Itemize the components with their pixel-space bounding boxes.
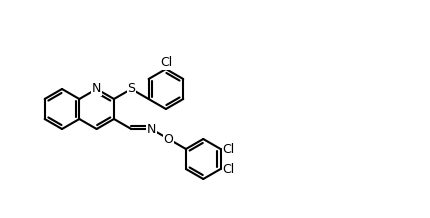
Text: S: S: [127, 82, 135, 95]
Text: N: N: [147, 123, 156, 136]
Text: N: N: [92, 82, 101, 95]
Text: Cl: Cl: [160, 56, 172, 70]
Text: O: O: [164, 133, 174, 145]
Text: Cl: Cl: [222, 143, 235, 155]
Text: Cl: Cl: [222, 162, 235, 175]
